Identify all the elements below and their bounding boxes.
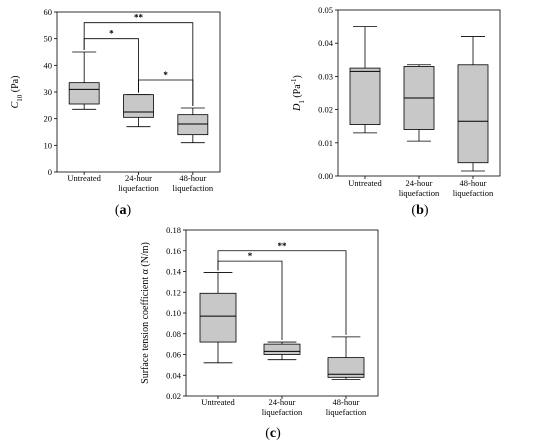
y-tick-label: 0 — [48, 167, 52, 177]
y-tick-label: 20 — [44, 114, 53, 124]
y-axis-label-superscript: -1 — [290, 78, 298, 84]
significance-label: * — [163, 70, 168, 80]
panel-label-open: ( — [411, 203, 416, 218]
category-label: 24-hour — [125, 173, 152, 183]
significance-bracket — [217, 250, 347, 335]
panel-label-close: ) — [276, 426, 281, 441]
significance-label: ** — [278, 241, 288, 251]
y-tick-label: 0.18 — [166, 225, 181, 235]
category-label: liquefaction — [326, 407, 367, 417]
significance-label: * — [109, 29, 114, 39]
box — [349, 67, 381, 125]
y-axis-label: D1 (Pa-1) — [290, 75, 306, 112]
panel-label: (b) — [411, 203, 428, 218]
category-label: Untreated — [67, 173, 101, 183]
panel-label: (a) — [115, 203, 132, 218]
category-label: liquefaction — [173, 183, 214, 193]
y-axis-label-subscript: 1 — [298, 100, 306, 104]
box — [457, 64, 489, 164]
panel-label-letter: a — [120, 203, 127, 218]
significance-label: ** — [134, 13, 144, 23]
panel-label: (c) — [265, 426, 281, 441]
y-tick-label: 0.03 — [318, 71, 333, 81]
y-tick-label: 0.05 — [318, 5, 333, 15]
y-tick-label: 10 — [44, 140, 53, 150]
y-axis-label-unit-close: ) — [292, 75, 303, 78]
y-tick-label: 60 — [44, 7, 53, 17]
category-label: liquefaction — [118, 183, 159, 193]
significance-bracket — [217, 260, 283, 341]
y-tick-label: 0.04 — [318, 38, 334, 48]
panel-label-open: ( — [115, 203, 120, 218]
category-label: liquefaction — [399, 188, 440, 198]
y-tick-label: 30 — [44, 87, 53, 97]
y-tick-label: 0.10 — [166, 308, 181, 318]
y-axis-label-subscript: 10 — [16, 94, 24, 102]
category-label: liquefaction — [262, 407, 303, 417]
y-axis-label-unit: (Pa — [292, 84, 303, 100]
y-tick-label: 0.00 — [318, 171, 333, 181]
category-label: 48-hour — [460, 178, 487, 188]
category-label: 48-hour — [333, 397, 360, 407]
panel-c: 0.02 0.04 0.06 0.08 0.10 0.12 0.14 0.16 0.18 Untr… — [140, 225, 379, 441]
significance-label: * — [248, 251, 253, 261]
panel-label-open: ( — [265, 426, 270, 441]
y-axis-label: Surface tension coefficient α (N/m) — [140, 242, 151, 384]
y-axis-label-symbol: C — [10, 101, 21, 108]
box — [123, 94, 154, 118]
box — [327, 357, 365, 378]
y-tick-label: 0.01 — [318, 138, 333, 148]
category-label: 24-hour — [269, 397, 296, 407]
y-tick-label: 0.14 — [166, 267, 182, 277]
significance-bracket — [138, 79, 194, 106]
panel-label-close: ) — [127, 203, 132, 218]
y-axis-label-unit: (Pa) — [10, 76, 21, 95]
y-tick-label: 0.02 — [166, 391, 181, 401]
box — [263, 343, 301, 355]
category-label: Untreated — [348, 178, 382, 188]
y-tick-label: 0.12 — [166, 287, 181, 297]
y-tick-label: 0.08 — [166, 329, 181, 339]
y-axis-label: C10 (Pa) — [10, 76, 24, 109]
box — [199, 292, 237, 343]
category-label: Untreated — [201, 397, 235, 407]
y-tick-label: 0.02 — [318, 105, 333, 115]
y-tick-label: 0.04 — [166, 370, 182, 380]
panel-label-close: ) — [424, 203, 429, 218]
y-axis-label-symbol: D — [292, 103, 303, 112]
significance-bracket — [83, 38, 139, 93]
panel-label-letter: c — [270, 426, 276, 441]
y-tick-label: 0.06 — [166, 350, 181, 360]
panel-label-letter: b — [416, 203, 424, 218]
box — [177, 114, 209, 136]
category-label: liquefaction — [453, 188, 494, 198]
y-tick-label: 40 — [44, 60, 53, 70]
y-tick-label: 50 — [44, 34, 53, 44]
panel-b: 0.00 0.01 0.02 0.03 0.04 0.05 Untreated 24-hour… — [290, 5, 501, 218]
category-label: 48-hour — [179, 173, 206, 183]
y-tick-label: 0.16 — [166, 246, 181, 256]
category-label: 24-hour — [406, 178, 433, 188]
box — [68, 82, 100, 105]
significance-bracket — [83, 22, 194, 106]
